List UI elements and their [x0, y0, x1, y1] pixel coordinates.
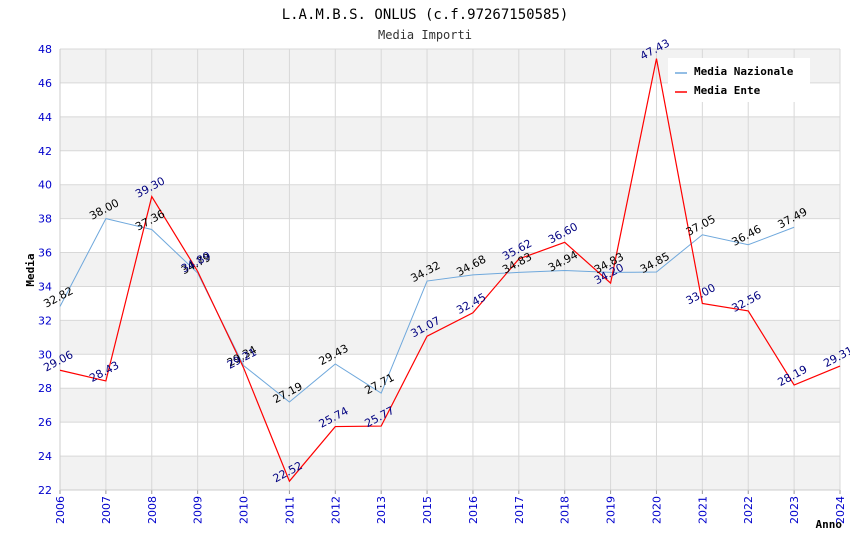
- series-line-media-nazionale: [59, 218, 795, 403]
- grid-band: [60, 320, 840, 355]
- x-tick-label: 2009: [192, 496, 205, 524]
- x-tick-label: 2011: [283, 496, 296, 524]
- y-tick-label: 48: [38, 43, 52, 56]
- grid-band: [60, 184, 840, 219]
- chart-title: L.A.M.B.S. ONLUS (c.f.97267150585): [282, 7, 569, 23]
- x-tick-label: 2008: [146, 496, 159, 524]
- grid-bands: [60, 49, 840, 490]
- y-tick-label: 42: [38, 145, 52, 158]
- legend-label-media-nazionale: Media Nazionale: [694, 65, 794, 78]
- x-tick-label: 2010: [238, 496, 251, 524]
- x-tick-label: 2013: [375, 496, 388, 524]
- y-tick-label: 34: [38, 280, 52, 293]
- x-tick-label: 2015: [421, 496, 434, 524]
- y-tick-label: 44: [38, 111, 52, 124]
- x-tick-label: 2012: [329, 496, 342, 524]
- grid-band: [60, 116, 840, 151]
- x-tick-label: 2019: [605, 496, 618, 524]
- y-tick-label: 36: [38, 247, 52, 260]
- y-tick-label: 30: [38, 348, 52, 361]
- y-tick-label: 40: [38, 179, 52, 192]
- legend-background: [668, 58, 810, 102]
- y-tick-label: 28: [38, 382, 52, 395]
- x-tick-label: 2017: [513, 496, 526, 524]
- series-line-media-ente: [59, 58, 841, 483]
- x-tick-label: 2023: [788, 496, 801, 524]
- x-tick-label: 2021: [696, 496, 709, 524]
- legend: Media Nazionale Media Ente: [668, 58, 810, 102]
- data-label-media-ente: 32.45: [454, 291, 488, 317]
- series-lines: [59, 58, 841, 483]
- grid-band: [60, 388, 840, 423]
- data-label-media-ente: 28.19: [775, 363, 809, 389]
- y-tick-label: 22: [38, 484, 52, 497]
- x-tick-label: 2006: [54, 496, 67, 524]
- y-tick-label: 32: [38, 314, 52, 327]
- x-axis-label: Anno: [816, 518, 843, 531]
- chart-subtitle: Media Importi: [378, 28, 472, 42]
- x-tick-label: 2016: [467, 496, 480, 524]
- y-tick-label: 26: [38, 416, 52, 429]
- x-tick-label: 2024: [834, 496, 847, 524]
- grid-band: [60, 456, 840, 490]
- x-tick-label: 2018: [559, 496, 572, 524]
- y-tick-label: 24: [38, 450, 52, 463]
- x-axis-ticks: 2006 2007 2008 2009 2010 2011 2012 2013 2015 2016…: [54, 490, 847, 524]
- grid-band: [60, 252, 840, 287]
- legend-label-media-ente: Media Ente: [694, 84, 761, 97]
- y-tick-label: 46: [38, 77, 52, 90]
- y-tick-label: 38: [38, 213, 52, 226]
- x-tick-label: 2020: [650, 496, 663, 524]
- y-axis-ticks: 22 24 26 28 30 32 34 36 38 40 42 44 46 48: [38, 43, 52, 497]
- x-tick-label: 2007: [100, 496, 113, 524]
- y-axis-label: Media: [24, 253, 37, 286]
- x-tick-label: 2022: [742, 496, 755, 524]
